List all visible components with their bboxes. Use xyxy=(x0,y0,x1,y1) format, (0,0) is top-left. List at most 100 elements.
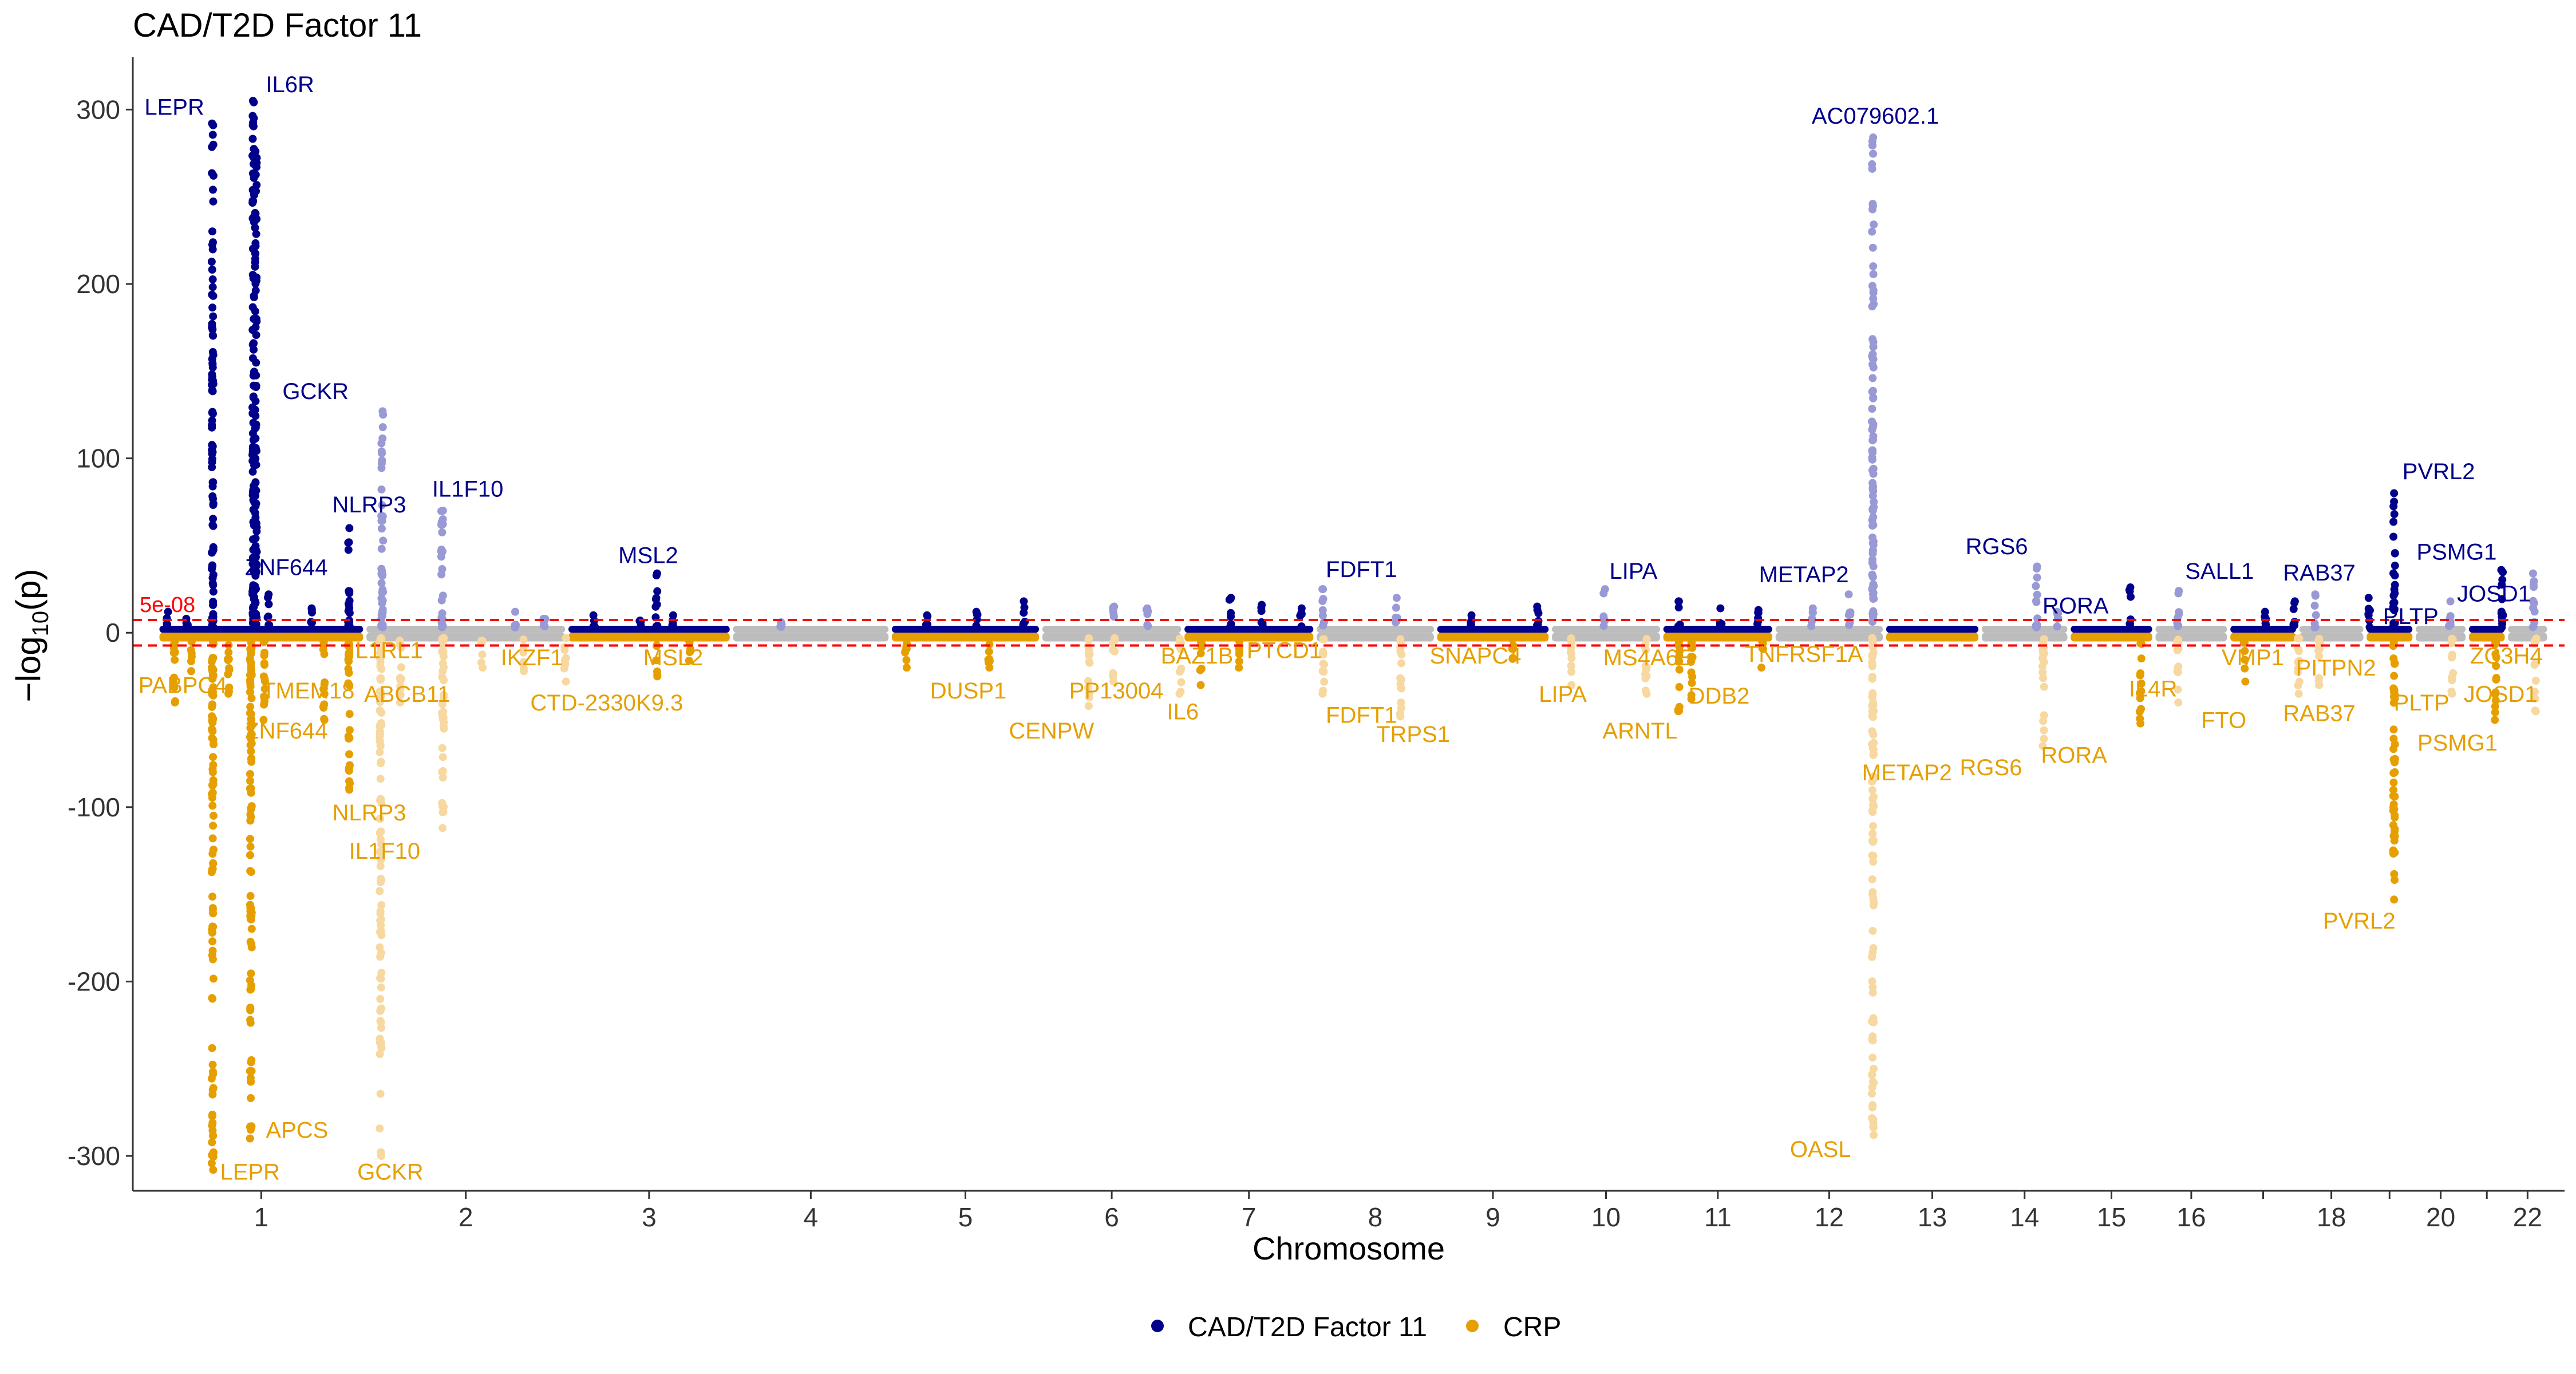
point xyxy=(1870,1064,1878,1073)
point xyxy=(251,554,260,562)
point xyxy=(260,685,269,693)
gene-label-bottom-lipa: LIPA xyxy=(1539,682,1587,707)
point xyxy=(519,635,528,644)
peak-top-12 xyxy=(589,611,599,631)
point xyxy=(251,307,259,315)
point xyxy=(972,607,981,616)
point xyxy=(346,779,354,788)
point xyxy=(377,665,386,673)
point xyxy=(560,664,568,673)
point xyxy=(259,716,268,724)
point xyxy=(1467,611,1476,619)
point xyxy=(2448,689,2456,698)
point xyxy=(1869,858,1878,866)
baseline-band-chr-22-top xyxy=(2508,626,2547,633)
point xyxy=(2492,662,2500,670)
gene-label-bottom-il4r: IL4R xyxy=(2129,677,2178,702)
point xyxy=(251,239,260,247)
point xyxy=(1868,335,1877,344)
point xyxy=(439,652,448,661)
point xyxy=(1176,666,1185,674)
point xyxy=(1143,604,1152,613)
point xyxy=(208,348,217,356)
peak-bottom-26 xyxy=(1566,634,1576,689)
point xyxy=(208,119,216,128)
point xyxy=(209,501,218,510)
gene-label-bottom-gckr: GCKR xyxy=(357,1159,424,1185)
point xyxy=(209,515,218,523)
x-tick-label-chr-1: 1 xyxy=(254,1202,269,1232)
point xyxy=(2294,647,2303,656)
point xyxy=(1674,603,1683,612)
point xyxy=(252,445,260,454)
baseline-band-chr-9-bottom xyxy=(1437,633,1549,642)
point xyxy=(376,847,384,856)
point xyxy=(1688,678,1696,687)
point xyxy=(1870,582,1878,590)
point xyxy=(1642,689,1651,698)
point xyxy=(247,904,255,913)
point xyxy=(1870,1079,1878,1087)
point xyxy=(2241,664,2249,673)
point xyxy=(2364,610,2373,618)
baseline-band-chr-5-top xyxy=(891,626,1040,633)
point xyxy=(208,654,217,663)
point xyxy=(252,358,260,367)
point xyxy=(1870,503,1878,511)
point xyxy=(246,671,254,680)
point xyxy=(224,634,233,642)
point xyxy=(438,615,447,623)
point xyxy=(345,649,353,657)
peak-top-34 xyxy=(1844,590,1855,629)
point xyxy=(209,140,218,149)
point xyxy=(248,196,257,205)
gene-label-bottom-ms4a6e: MS4A6E xyxy=(1603,645,1694,670)
point xyxy=(252,161,260,169)
point xyxy=(377,570,386,578)
point xyxy=(208,561,216,570)
point xyxy=(1235,664,1243,672)
point xyxy=(377,516,386,525)
point xyxy=(396,698,405,707)
point xyxy=(1567,661,1575,670)
point xyxy=(1870,1018,1878,1026)
point xyxy=(1868,164,1876,173)
point xyxy=(1869,852,1878,860)
peak-bottom-30 xyxy=(1757,634,1768,672)
point xyxy=(1397,650,1406,659)
peak-bottom-35 xyxy=(2239,634,2250,686)
point xyxy=(225,683,234,692)
peak-bottom-34 xyxy=(2173,635,2183,707)
gene-label-top-lepr: LEPR xyxy=(144,95,204,120)
point xyxy=(652,656,661,665)
point xyxy=(208,904,217,913)
point xyxy=(378,407,387,416)
point xyxy=(1110,602,1119,611)
point xyxy=(539,614,548,623)
point xyxy=(1869,541,1878,550)
point xyxy=(922,621,930,629)
point xyxy=(208,768,217,776)
point xyxy=(2174,622,2182,630)
point xyxy=(345,726,354,735)
point xyxy=(252,314,260,323)
gene-label-bottom-pvrl2: PVRL2 xyxy=(2323,909,2396,934)
peak-top-19 xyxy=(1019,597,1029,629)
gene-label-bottom-msl2: MSL2 xyxy=(643,645,704,670)
point xyxy=(319,702,327,711)
peak-top-33 xyxy=(1807,604,1817,630)
point xyxy=(1716,604,1725,613)
point xyxy=(207,258,216,266)
point xyxy=(251,582,259,590)
baseline-band-chr-5-bottom xyxy=(891,633,1040,642)
point xyxy=(437,552,445,561)
gene-label-top-rora: RORA xyxy=(2042,594,2109,619)
y-axis-title-prefix: −log xyxy=(9,636,48,702)
point xyxy=(209,811,218,820)
point xyxy=(1869,513,1878,522)
peak-top-4 xyxy=(251,147,261,631)
point xyxy=(376,775,385,783)
peak-top-21 xyxy=(1142,604,1152,630)
point xyxy=(2053,607,2061,616)
point xyxy=(1318,650,1327,658)
